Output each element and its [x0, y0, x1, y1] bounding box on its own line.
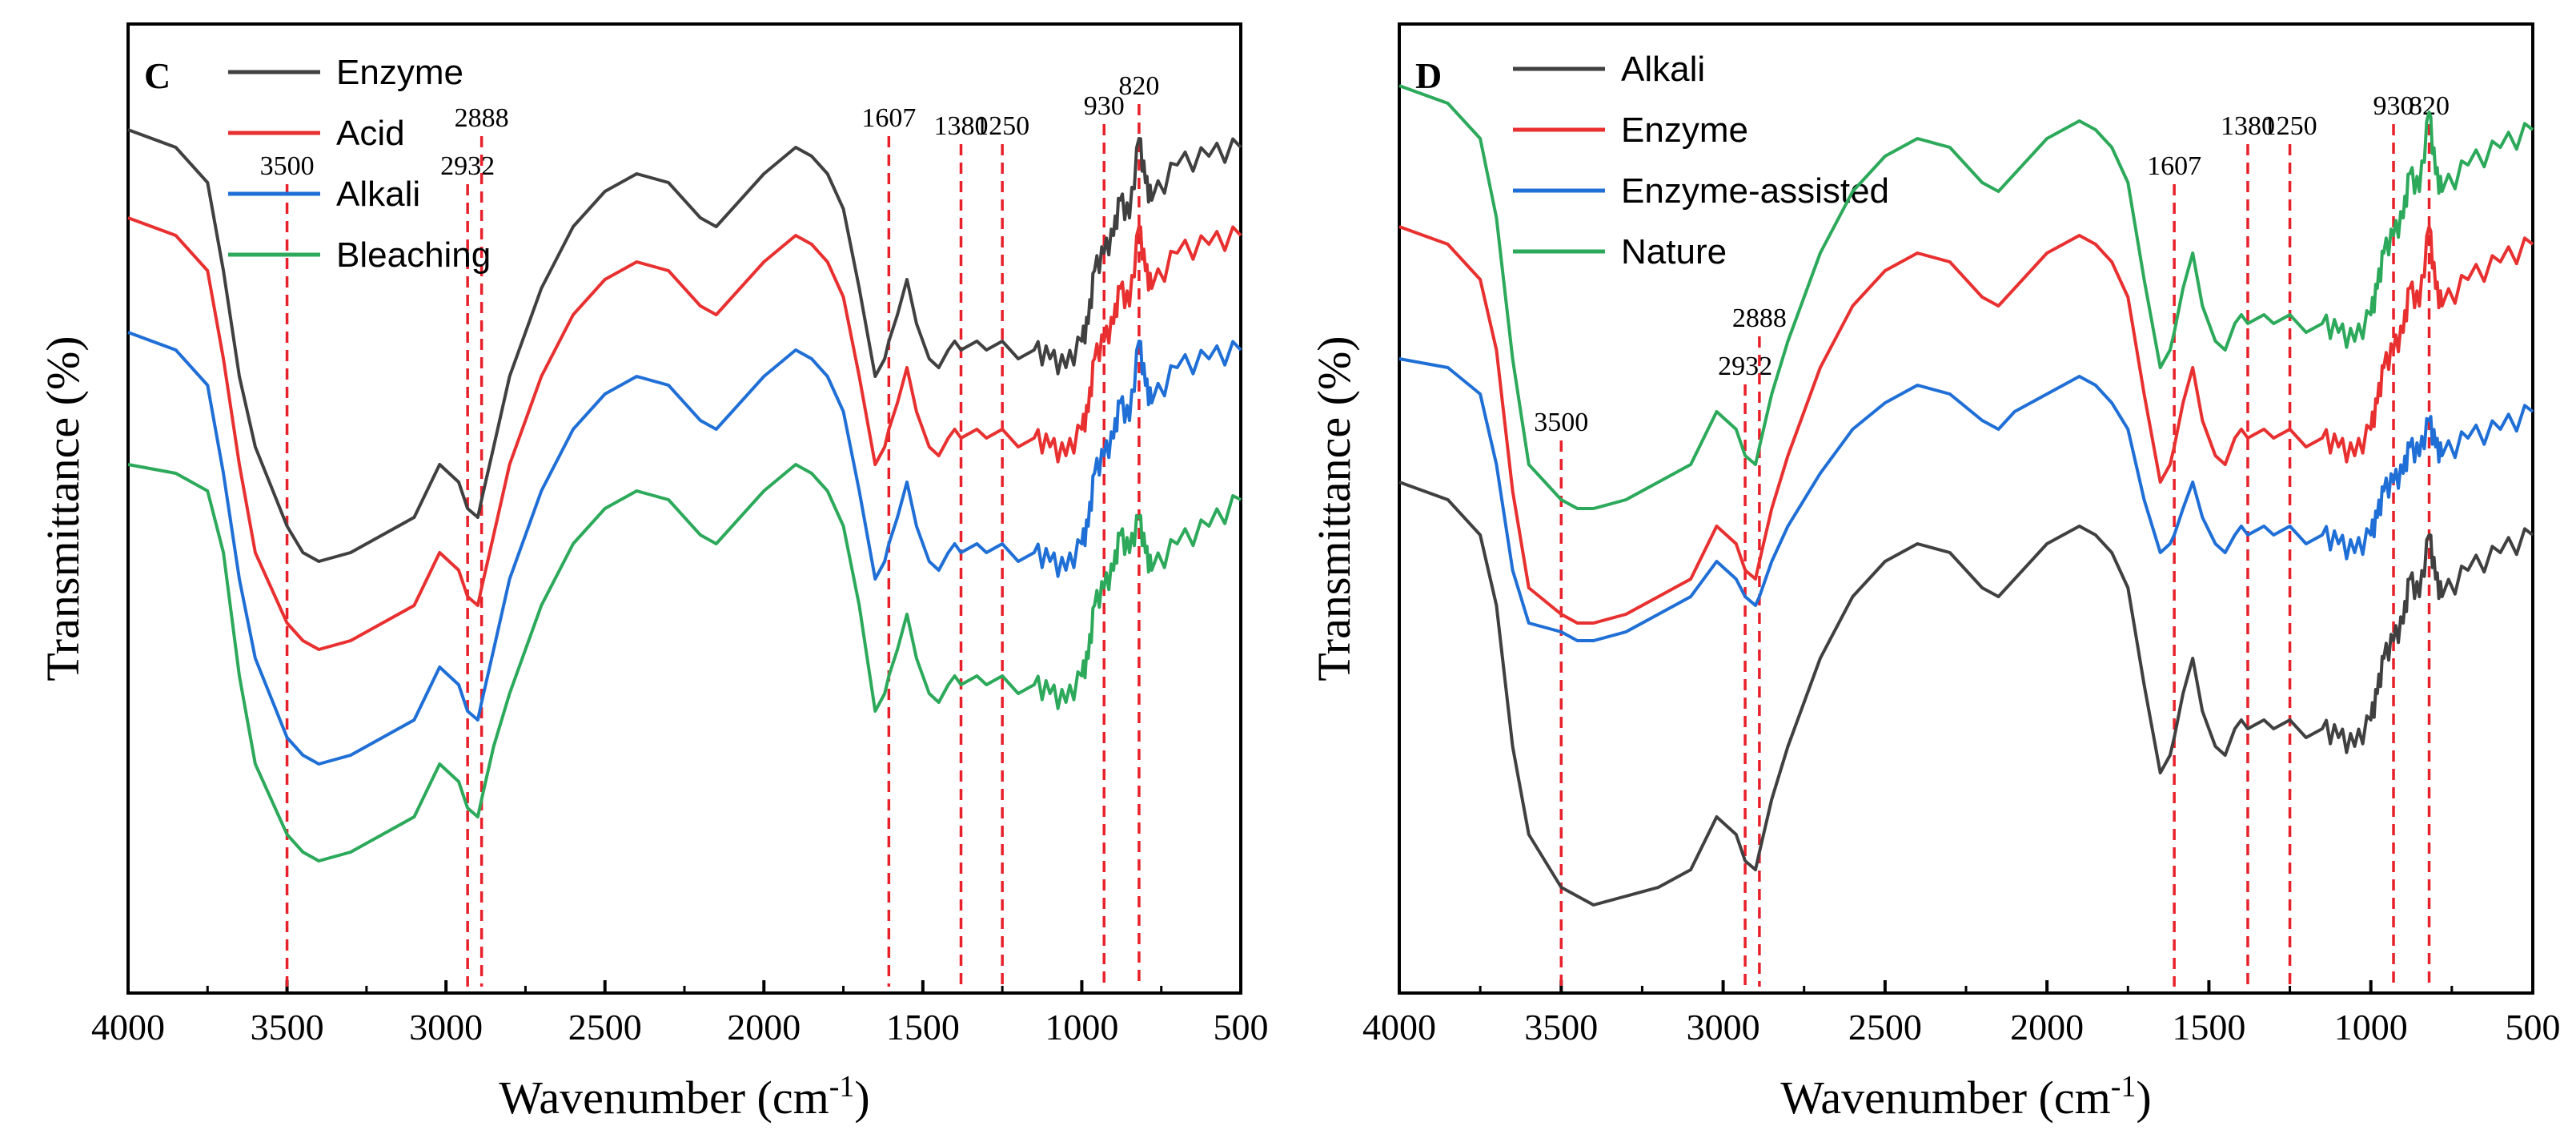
x-axis-title: Wavenumber (cm-1) — [1780, 1070, 2151, 1124]
x-tick-label: 1500 — [886, 1007, 960, 1048]
legend-label: Enzyme — [1621, 111, 1748, 150]
x-tick-label: 2000 — [2010, 1007, 2084, 1048]
x-tick-label: 1000 — [1045, 1007, 1118, 1048]
x-tick-label: 2000 — [727, 1007, 800, 1048]
y-axis-title: Transmittance (%) — [37, 336, 89, 681]
x-tick-label: 2500 — [1848, 1007, 1922, 1048]
panel-label: D — [1415, 55, 1442, 96]
x-tick-label: 3000 — [1687, 1007, 1760, 1048]
series-line — [1398, 357, 2534, 642]
series-line — [1398, 225, 2534, 625]
annotation-label: 3500 — [1534, 408, 1588, 437]
legend-label: Enzyme-assisted — [1621, 171, 1889, 211]
x-tick-label: 500 — [1214, 1007, 1269, 1048]
panel-d: D 4000 3500 3000 2500 2000 1500 1000 500 Wavenumb… — [1308, 22, 2561, 1124]
panel-c: C 4000 3500 3000 2500 2000 1500 1000 500 Wavenumb… — [37, 22, 1269, 1124]
panel-label: C — [144, 55, 171, 96]
x-tick-label: 3500 — [1524, 1007, 1598, 1048]
annotation-label: 930 — [2373, 91, 2414, 121]
x-tick-label: 4000 — [91, 1007, 165, 1048]
annotation-label: 2888 — [1732, 304, 1787, 333]
annotation-label: 820 — [1118, 71, 1159, 101]
annotation-label: 3500 — [260, 151, 315, 181]
annotation-label: 2932 — [1718, 352, 1772, 381]
annotation-label: 930 — [1084, 91, 1125, 121]
annotation-label: 2932 — [440, 151, 495, 181]
annotation-label: 1250 — [975, 111, 1029, 141]
series-line — [1398, 84, 2534, 510]
series-line — [127, 463, 1242, 863]
legend-label: Nature — [1621, 232, 1727, 271]
legend-label: Acid — [336, 114, 405, 153]
series-line — [127, 216, 1242, 651]
plot-frame — [1398, 22, 2534, 995]
x-tick-label: 3500 — [251, 1007, 324, 1048]
series-line — [1398, 481, 2534, 907]
y-axis-title: Transmittance (%) — [1308, 336, 1360, 681]
x-tick-label: 1500 — [2172, 1007, 2245, 1048]
legend-label: Bleaching — [336, 235, 491, 275]
series-line — [127, 331, 1242, 766]
x-tick-label: 500 — [2506, 1007, 2561, 1048]
x-tick-label: 1000 — [2334, 1007, 2408, 1048]
annotation-label: 1380 — [2221, 111, 2275, 141]
series-line — [127, 128, 1242, 563]
x-axis-title: Wavenumber (cm-1) — [499, 1070, 869, 1124]
annotation-label: 1250 — [2263, 111, 2317, 141]
legend-label: Enzyme — [336, 53, 463, 92]
legend-label: Alkali — [336, 175, 420, 214]
annotation-label: 1380 — [934, 111, 989, 141]
x-tick-label: 2500 — [568, 1007, 642, 1048]
legend-label: Alkali — [1621, 50, 1705, 89]
x-tick-label: 3000 — [409, 1007, 483, 1048]
annotation-label: 1607 — [2147, 151, 2201, 181]
annotation-label: 2888 — [455, 103, 509, 133]
annotation-label: 1607 — [861, 103, 916, 133]
x-tick-label: 4000 — [1362, 1007, 1436, 1048]
